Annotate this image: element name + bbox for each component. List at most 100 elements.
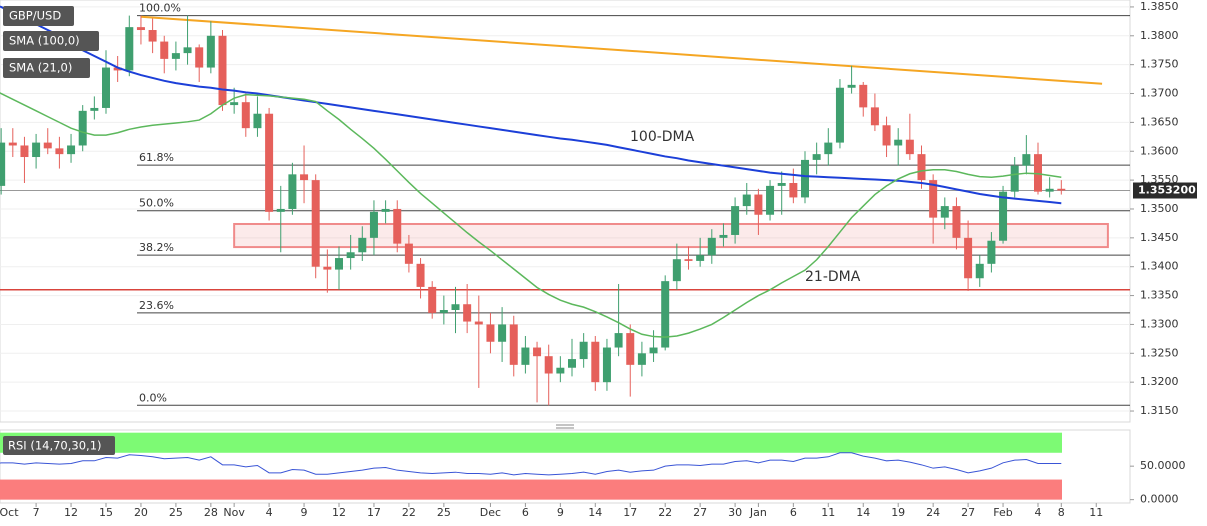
candle-body: [672, 259, 681, 282]
candle-body: [218, 35, 227, 106]
y-tick-label: 1.3250: [1140, 346, 1179, 359]
zone: [233, 222, 1109, 249]
candle-body: [870, 107, 879, 126]
candle-body: [300, 174, 309, 181]
fib-label: 38.2%: [139, 241, 174, 254]
candle-body: [1045, 188, 1054, 192]
candle-body: [381, 208, 390, 212]
x-tick-label: 4: [266, 506, 273, 519]
x-tick-label: 9: [301, 506, 308, 519]
x-tick-label: 4: [1035, 506, 1042, 519]
x-tick-label: 11: [1089, 506, 1103, 519]
candle-body: [882, 125, 891, 146]
x-tick-label: 12: [332, 506, 346, 519]
candle-body: [1034, 154, 1042, 192]
x-tick-label: 12: [64, 506, 78, 519]
x-tick-label: 20: [134, 506, 148, 519]
candle-body: [801, 159, 809, 198]
candle-body: [241, 102, 250, 129]
candle-body: [183, 47, 192, 54]
fib-label: 50.0%: [139, 197, 174, 210]
candle-body: [731, 206, 740, 235]
x-tick-label: 27: [961, 506, 975, 519]
candle-body: [160, 41, 169, 59]
candle-body: [32, 142, 41, 158]
x-tick-label: 6: [790, 506, 797, 519]
candle-body: [766, 185, 775, 215]
candle-body: [742, 194, 751, 207]
candle-body: [835, 87, 844, 143]
y-tick-label: 1.3200: [1140, 375, 1179, 388]
candle-body: [579, 341, 588, 360]
candle-body: [323, 266, 332, 270]
candle-body: [847, 84, 856, 88]
candle-body: [253, 113, 262, 129]
x-tick-label: 24: [926, 506, 940, 519]
x-tick-label: Dec: [480, 506, 501, 519]
candle-body: [707, 237, 716, 256]
candle-body: [55, 148, 64, 155]
candle-body: [102, 67, 110, 108]
candle-body: [311, 180, 320, 267]
legend-box: [3, 436, 115, 455]
x-tick-label: 14: [588, 506, 602, 519]
sma-line: [0, 92, 1062, 338]
candle-body: [591, 341, 600, 383]
y-tick-label: 1.3800: [1140, 29, 1179, 42]
candle-body: [393, 208, 402, 244]
candle-body: [486, 324, 495, 342]
candle-body: [661, 281, 670, 348]
overbought-band: [0, 432, 1062, 453]
candle-body: [637, 353, 646, 365]
x-tick-label: Oct: [0, 506, 19, 519]
candle-body: [67, 145, 76, 155]
x-tick-label: 11: [821, 506, 835, 519]
x-tick-label: 25: [169, 506, 183, 519]
x-tick-label: Feb: [993, 506, 1012, 519]
candle-body: [463, 304, 472, 322]
x-tick-label: Jan: [749, 506, 767, 519]
candle-body: [416, 263, 425, 287]
annotation: 21-DMA: [805, 269, 861, 285]
candle-body: [894, 139, 903, 146]
rsi-tick-label: 50.0000: [1140, 459, 1186, 472]
x-tick-label: 28: [204, 506, 218, 519]
y-tick-label: 1.3850: [1140, 0, 1179, 13]
rsi-tick-label: 0.0000: [1140, 493, 1179, 506]
legend-box: [3, 58, 90, 78]
candle-body: [171, 53, 180, 59]
candle-body: [288, 174, 297, 209]
y-tick-label: 1.3500: [1140, 202, 1179, 215]
last-price-box: [1133, 182, 1197, 199]
y-tick-label: 1.3400: [1140, 260, 1179, 273]
x-tick-label: 6: [522, 506, 529, 519]
trendline: [140, 15, 1103, 85]
legend-label: SMA (100,0): [9, 34, 80, 48]
annotation: 100-DMA: [630, 129, 695, 145]
candle-body: [940, 206, 949, 218]
candle-body: [206, 35, 215, 68]
candle-body: [1010, 165, 1019, 192]
x-tick-label: 22: [658, 506, 672, 519]
x-tick-label: 17: [367, 506, 381, 519]
legend-label: GBP/USD: [9, 9, 61, 23]
candle-body: [148, 30, 157, 42]
main-plot: 100.0% 61.8% 50.0% 38.2% 23.6% 0.0% 100-DMA 21-…: [0, 2, 1130, 412]
candle-body: [43, 142, 52, 149]
candle-body: [8, 142, 17, 146]
legend: GBP/USD SMA (100,0) SMA (21,0) RSI (14,70,3…: [3, 6, 115, 455]
candle-body: [987, 240, 996, 264]
candle-body: [905, 139, 914, 155]
y-tick-label: 1.3300: [1140, 317, 1179, 330]
panel-grip: [556, 424, 574, 429]
candle-body: [509, 324, 518, 365]
candle-body: [230, 102, 239, 106]
candle-body: [917, 154, 926, 181]
fib-label: 61.8%: [139, 151, 174, 164]
candle-body: [568, 359, 576, 368]
candle-body: [498, 324, 507, 342]
fib-label: 100.0%: [139, 2, 181, 15]
y-tick-label: 1.3600: [1140, 144, 1179, 157]
x-tick-label: 8: [1058, 506, 1065, 519]
legend-box: [3, 31, 99, 51]
